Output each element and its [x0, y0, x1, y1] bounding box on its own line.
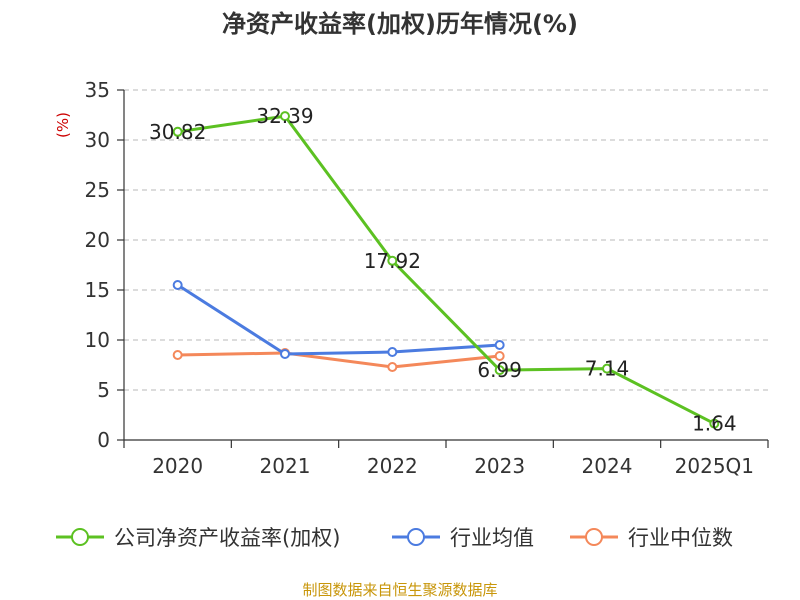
y-tick-label: 30 — [85, 128, 110, 152]
data-label: 32.39 — [256, 104, 313, 128]
legend-marker-icon — [71, 528, 89, 546]
series-lines — [172, 111, 720, 429]
axes: 0 5 10 15 20 25 30 35 2020 2021 2022 2023 2024 2025Q1 — [85, 78, 769, 478]
gridlines — [124, 89, 768, 391]
y-tick-label: 5 — [97, 378, 110, 402]
data-point — [172, 280, 183, 290]
data-point — [387, 347, 398, 357]
y-tick-label: 25 — [85, 178, 110, 202]
chart-title: 净资产收益率(加权)历年情况(%) — [222, 10, 578, 38]
legend-marker-icon — [407, 528, 425, 546]
x-tick-label: 2022 — [367, 454, 418, 478]
data-label: 17.92 — [364, 249, 421, 273]
y-tick-label: 35 — [85, 78, 110, 102]
data-point — [387, 255, 398, 266]
y-tick-label: 10 — [85, 328, 110, 352]
data-label: 1.64 — [692, 412, 737, 436]
x-tick-label: 2025Q1 — [675, 454, 754, 478]
series-line — [177, 351, 500, 369]
legend-item[interactable]: 公司净资产收益率(加权) — [56, 526, 340, 550]
data-point — [494, 365, 505, 376]
data-point — [172, 350, 183, 360]
data-point — [172, 126, 183, 137]
legend[interactable]: 公司净资产收益率(加权) 行业均值 行业中位数 — [56, 526, 733, 550]
data-point — [494, 351, 505, 361]
data-label: 6.99 — [477, 358, 522, 382]
source-note: 制图数据来自恒生聚源数据库 — [302, 581, 497, 599]
y-axis-unit-label: (%) — [54, 112, 72, 138]
legend-item[interactable]: 行业均值 — [392, 526, 534, 550]
x-tick-label: 2024 — [582, 454, 633, 478]
legend-item[interactable]: 行业中位数 — [570, 526, 733, 550]
y-tick-label: 20 — [85, 228, 110, 252]
data-point — [709, 418, 720, 429]
series-line — [176, 283, 500, 356]
legend-marker-icon — [585, 528, 603, 546]
data-labels: 30.82 32.39 17.92 6.99 7.14 1.64 — [149, 104, 737, 436]
data-point — [387, 362, 398, 372]
data-label: 30.82 — [149, 120, 206, 144]
x-tick-label: 2021 — [260, 454, 311, 478]
legend-label: 行业均值 — [450, 526, 534, 550]
y-tick-label: 0 — [97, 428, 110, 452]
x-tick-label: 2023 — [474, 454, 525, 478]
series-line — [177, 114, 715, 425]
data-point — [494, 340, 505, 350]
legend-label: 公司净资产收益率(加权) — [114, 526, 340, 550]
x-tick-label: 2020 — [152, 454, 203, 478]
data-label: 7.14 — [585, 357, 630, 381]
data-point — [280, 349, 290, 359]
data-point — [280, 111, 290, 122]
legend-label: 行业中位数 — [628, 526, 733, 550]
y-tick-label: 15 — [85, 278, 110, 302]
data-point — [602, 363, 612, 374]
